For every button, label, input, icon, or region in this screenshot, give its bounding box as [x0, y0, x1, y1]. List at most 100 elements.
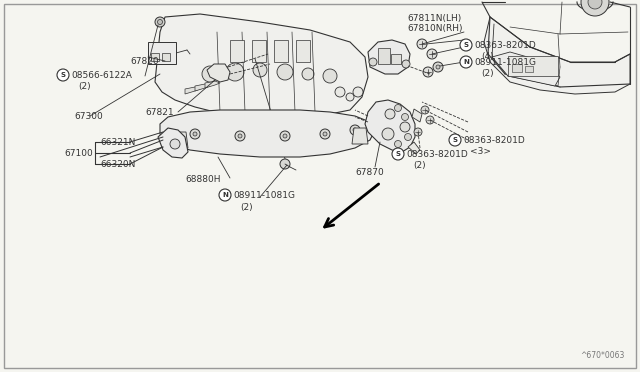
Text: 08363-8201D: 08363-8201D [474, 41, 536, 49]
Circle shape [423, 67, 433, 77]
Polygon shape [195, 84, 210, 91]
Circle shape [581, 0, 609, 16]
Polygon shape [205, 81, 220, 88]
Circle shape [202, 66, 218, 82]
Text: 67821: 67821 [145, 108, 173, 116]
Polygon shape [408, 142, 420, 154]
Circle shape [449, 134, 461, 146]
Circle shape [382, 128, 394, 140]
Text: 08911-1081G: 08911-1081G [233, 190, 295, 199]
Polygon shape [172, 132, 188, 148]
Circle shape [283, 134, 287, 138]
Text: (2): (2) [78, 81, 91, 90]
Circle shape [193, 132, 197, 136]
Text: S: S [396, 151, 401, 157]
Circle shape [320, 129, 330, 139]
Circle shape [323, 132, 327, 136]
Circle shape [323, 69, 337, 83]
Circle shape [436, 65, 440, 69]
Bar [151, 53, 159, 61]
Bar [391, 54, 401, 64]
Circle shape [385, 109, 395, 119]
Circle shape [277, 64, 293, 80]
Circle shape [417, 39, 427, 49]
Bar [512, 64, 522, 72]
Circle shape [369, 58, 377, 66]
Text: ^670*0063: ^670*0063 [580, 351, 625, 360]
Circle shape [170, 139, 180, 149]
Circle shape [190, 129, 200, 139]
Circle shape [353, 87, 363, 97]
Circle shape [400, 122, 410, 132]
Polygon shape [158, 128, 188, 158]
Bar [162, 53, 170, 61]
Bar [274, 40, 288, 62]
Polygon shape [185, 87, 200, 94]
Bar [378, 48, 390, 64]
Text: (2): (2) [240, 202, 253, 212]
Circle shape [392, 148, 404, 160]
Circle shape [335, 87, 345, 97]
Circle shape [460, 56, 472, 68]
Circle shape [155, 17, 165, 27]
Circle shape [414, 128, 422, 136]
Polygon shape [155, 14, 368, 114]
Text: N: N [463, 59, 469, 65]
Bar [148, 42, 176, 64]
Bar [296, 40, 310, 62]
Polygon shape [484, 17, 630, 94]
Text: <3>: <3> [470, 147, 491, 155]
Circle shape [353, 128, 357, 132]
Bar [252, 40, 266, 62]
Circle shape [588, 0, 602, 9]
Text: 08363-8201D: 08363-8201D [463, 135, 525, 144]
Text: (4): (4) [481, 51, 493, 61]
Text: 66321N: 66321N [100, 138, 136, 147]
Polygon shape [160, 110, 375, 157]
Circle shape [394, 105, 401, 112]
Circle shape [402, 60, 410, 68]
Circle shape [394, 141, 401, 148]
Circle shape [235, 131, 245, 141]
Bar [230, 40, 244, 62]
Polygon shape [352, 128, 368, 144]
Circle shape [157, 19, 163, 25]
Circle shape [253, 63, 267, 77]
Text: 67811N(LH): 67811N(LH) [407, 13, 461, 22]
Circle shape [57, 69, 69, 81]
Text: 67810N(RH): 67810N(RH) [407, 23, 463, 32]
Circle shape [404, 134, 412, 141]
Text: 68880H: 68880H [185, 174, 221, 183]
Circle shape [427, 49, 437, 59]
Polygon shape [365, 100, 415, 152]
Circle shape [226, 63, 244, 81]
Circle shape [401, 113, 408, 121]
Circle shape [302, 68, 314, 80]
Circle shape [238, 134, 242, 138]
Text: S: S [452, 137, 458, 143]
Circle shape [350, 125, 360, 135]
Text: S: S [463, 42, 468, 48]
Text: S: S [61, 72, 65, 78]
Text: 08911-1081G: 08911-1081G [474, 58, 536, 67]
Text: (2): (2) [413, 160, 426, 170]
Circle shape [421, 106, 429, 114]
Text: 08566-6122A: 08566-6122A [71, 71, 132, 80]
Circle shape [280, 131, 290, 141]
Bar [508, 56, 558, 76]
Polygon shape [412, 109, 422, 122]
Text: 67300: 67300 [74, 112, 103, 121]
Text: 67870: 67870 [355, 167, 384, 176]
Text: 67100: 67100 [64, 148, 93, 157]
Text: N: N [222, 192, 228, 198]
Text: 66320N: 66320N [100, 160, 136, 169]
Circle shape [219, 189, 231, 201]
Text: 08363-8201D: 08363-8201D [406, 150, 468, 158]
Circle shape [346, 93, 354, 101]
Polygon shape [207, 64, 230, 82]
Circle shape [433, 62, 443, 72]
Circle shape [460, 39, 472, 51]
Circle shape [280, 159, 290, 169]
Polygon shape [368, 40, 410, 74]
Bar [525, 66, 533, 72]
